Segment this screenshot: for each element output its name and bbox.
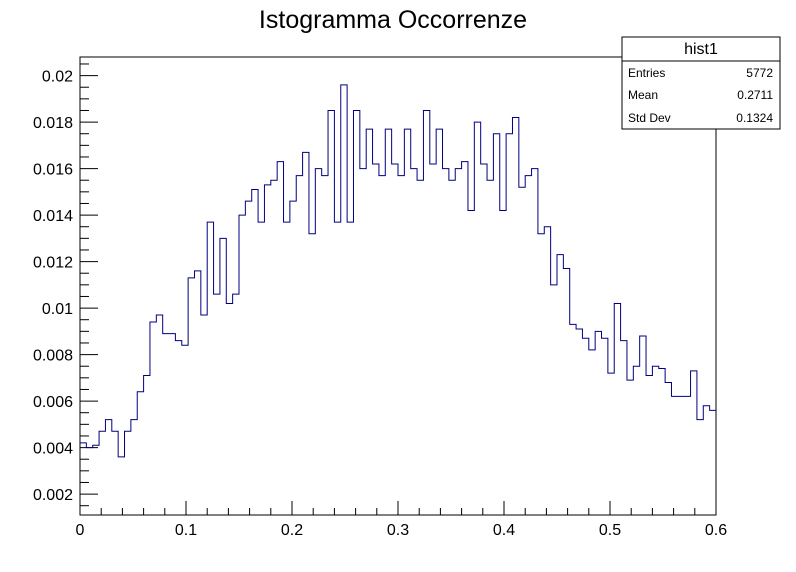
- y-tick-label: 0.012: [33, 255, 73, 272]
- plot-frame: [79, 56, 717, 516]
- x-tick-label: 0.4: [493, 522, 515, 539]
- stats-stddev-value: 0.1324: [736, 111, 773, 125]
- y-tick-label: 0.01: [42, 301, 73, 318]
- stats-entries-value: 5772: [746, 66, 773, 80]
- x-axis: 0 0.1 0.2 0.3 0.4 0.5 0.6: [76, 501, 727, 539]
- stats-box-frame: [621, 36, 781, 130]
- y-tick-label: 0.014: [33, 208, 73, 225]
- y-tick-label: 0.006: [33, 394, 73, 411]
- x-tick-label: 0.3: [387, 522, 409, 539]
- histogram-series-line: [80, 84, 716, 458]
- stats-box: hist1 Entries 5772 Mean 0.2711 Std Dev 0…: [621, 36, 781, 130]
- stats-stddev-label: Std Dev: [628, 111, 671, 125]
- x-tick-label: 0.1: [175, 522, 197, 539]
- y-tick-label: 0.002: [33, 487, 73, 504]
- stats-mean-label: Mean: [628, 88, 658, 102]
- x-tick-label: 0.6: [705, 522, 727, 539]
- y-tick-label: 0.016: [33, 162, 73, 179]
- y-tick-label: 0.02: [42, 69, 73, 86]
- x-tick-label: 0.2: [281, 522, 303, 539]
- chart-title: Istogramma Occorrenze: [259, 6, 527, 34]
- y-tick-label: 0.008: [33, 348, 73, 365]
- y-axis: 0.002 0.004 0.006 0.008 0.01 0.012 0.014 0.016 0…: [33, 63, 98, 507]
- y-tick-label: 0.004: [33, 441, 73, 458]
- stats-mean-value: 0.2711: [737, 88, 773, 102]
- stats-entries-label: Entries: [628, 66, 665, 80]
- y-tick-label: 0.018: [33, 115, 73, 132]
- x-tick-label: 0: [76, 522, 85, 539]
- x-tick-label: 0.5: [599, 522, 621, 539]
- stats-box-title: hist1: [684, 41, 718, 58]
